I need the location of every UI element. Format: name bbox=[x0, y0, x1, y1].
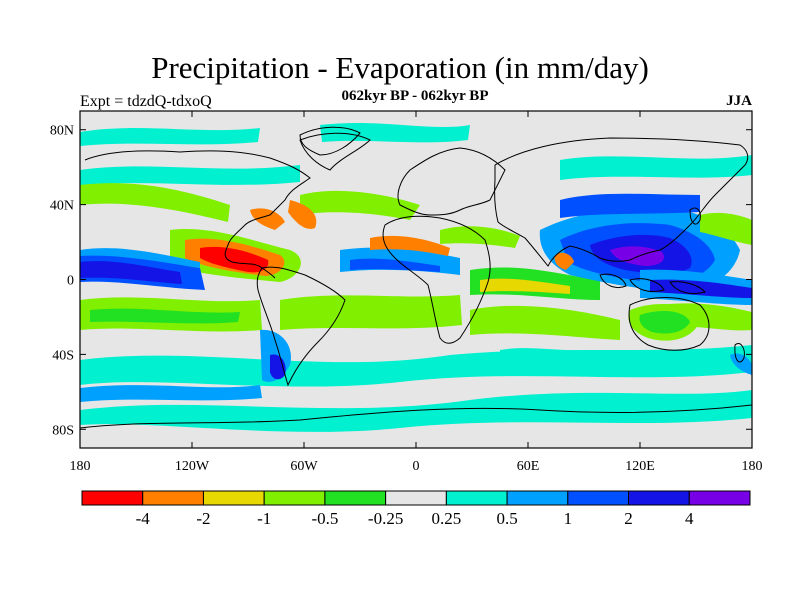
lon-tick-label: 60W bbox=[290, 459, 318, 474]
colorbar-swatch bbox=[263, 490, 326, 506]
colorbar-swatch bbox=[688, 490, 751, 506]
lat-tick-label: 0 bbox=[67, 274, 74, 289]
lon-tick-label: 120E bbox=[625, 459, 655, 474]
colorbar-label: -4 bbox=[136, 509, 151, 528]
season-label: JJA bbox=[726, 93, 752, 109]
colorbar-label: -2 bbox=[196, 509, 210, 528]
colorbar-label: 1 bbox=[564, 509, 573, 528]
colorbar-swatch bbox=[385, 490, 447, 506]
coastlines bbox=[80, 126, 752, 429]
plot-subtitle: 062kyr BP - 062kyr BP bbox=[341, 88, 489, 104]
colorbar-label: 0.25 bbox=[431, 509, 461, 528]
colorbar-label: -1 bbox=[257, 509, 271, 528]
colorbar-label: -0.25 bbox=[368, 509, 403, 528]
colorbar-swatch bbox=[202, 490, 265, 506]
lon-tick-label: 60E bbox=[517, 459, 540, 474]
lat-tick-label: 80N bbox=[50, 124, 74, 139]
colorbar-swatch bbox=[81, 490, 144, 506]
colorbar-label: 4 bbox=[685, 509, 694, 528]
lat-tick-label: 40N bbox=[50, 199, 74, 214]
lon-tick-label: 180 bbox=[742, 459, 763, 474]
lat-tick-label: 80S bbox=[52, 423, 74, 438]
experiment-label: Expt = tdzdQ-tdxoQ bbox=[80, 93, 212, 110]
colorbar-label: -0.5 bbox=[311, 509, 338, 528]
lon-tick-label: 0 bbox=[413, 459, 420, 474]
lon-tick-label: 180 bbox=[70, 459, 91, 474]
colorbar-swatch bbox=[506, 490, 569, 506]
colorbar-swatch bbox=[445, 490, 508, 506]
lat-axis: 80N 40N 0 40S 80S bbox=[50, 124, 752, 438]
pe-field-patterns bbox=[80, 122, 752, 432]
colorbar-label: 2 bbox=[624, 509, 633, 528]
lon-axis: 180 120W 60W 0 60E 120E 180 bbox=[70, 111, 763, 474]
colorbar-swatch bbox=[142, 490, 204, 506]
lat-tick-label: 40S bbox=[52, 348, 74, 363]
colorbar: -4 -2 -1 -0.5 -0.25 0.25 0.5 1 2 4 bbox=[81, 490, 751, 528]
colorbar-label: 0.5 bbox=[496, 509, 517, 528]
plot-title: Precipitation - Evaporation (in mm/day) bbox=[151, 50, 649, 85]
colorbar-swatch bbox=[628, 490, 690, 506]
colorbar-swatch bbox=[567, 490, 630, 506]
lon-tick-label: 120W bbox=[175, 459, 210, 474]
colorbar-swatch bbox=[324, 490, 387, 506]
